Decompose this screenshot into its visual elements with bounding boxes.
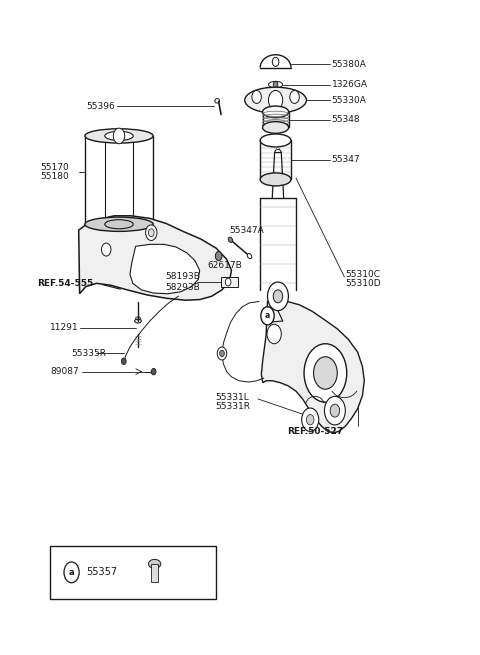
Circle shape [272, 58, 279, 66]
Circle shape [273, 290, 283, 303]
Ellipse shape [247, 253, 252, 259]
Text: 55335R: 55335R [72, 349, 107, 358]
Circle shape [267, 282, 288, 310]
Circle shape [148, 229, 154, 236]
Circle shape [145, 225, 157, 240]
Text: 55380A: 55380A [332, 60, 366, 69]
Text: a: a [69, 568, 74, 577]
Text: 55310D: 55310D [345, 279, 381, 288]
Ellipse shape [228, 237, 233, 242]
Ellipse shape [263, 122, 288, 134]
Circle shape [113, 128, 125, 143]
Circle shape [261, 307, 274, 325]
Text: REF.50-527: REF.50-527 [288, 427, 344, 436]
Text: 89087: 89087 [50, 367, 79, 376]
Text: 62617B: 62617B [208, 261, 242, 271]
Circle shape [225, 278, 231, 286]
Circle shape [121, 358, 126, 365]
Circle shape [216, 252, 222, 261]
Text: 55347A: 55347A [229, 225, 264, 234]
Circle shape [217, 347, 227, 360]
Ellipse shape [268, 81, 283, 88]
Bar [151, 564, 158, 582]
Circle shape [304, 344, 347, 402]
Text: 55347: 55347 [332, 155, 360, 164]
Circle shape [268, 90, 283, 110]
Text: 55331L: 55331L [216, 393, 249, 402]
Ellipse shape [105, 219, 133, 229]
Circle shape [273, 81, 278, 88]
Circle shape [151, 368, 156, 375]
Text: 55180: 55180 [41, 172, 70, 181]
Polygon shape [130, 244, 200, 293]
Circle shape [101, 243, 111, 256]
Circle shape [306, 415, 314, 425]
Text: 55396: 55396 [86, 102, 115, 111]
Ellipse shape [260, 173, 291, 186]
Text: 55330A: 55330A [332, 96, 366, 105]
Text: 1326GA: 1326GA [332, 80, 368, 89]
Text: 58193B: 58193B [165, 272, 200, 282]
Text: 55310C: 55310C [345, 270, 380, 279]
Ellipse shape [85, 217, 153, 231]
Circle shape [301, 408, 319, 432]
Ellipse shape [260, 134, 291, 147]
Circle shape [324, 396, 345, 425]
Circle shape [252, 90, 261, 103]
Bar [221, 277, 238, 288]
Circle shape [313, 357, 337, 389]
Ellipse shape [105, 132, 133, 140]
Circle shape [290, 90, 300, 103]
Text: 11291: 11291 [50, 323, 79, 332]
Text: 55331R: 55331R [216, 402, 251, 411]
Text: REF.54-555: REF.54-555 [37, 279, 93, 288]
Ellipse shape [148, 559, 161, 569]
Text: 55348: 55348 [332, 115, 360, 124]
Circle shape [64, 562, 79, 583]
Text: a: a [265, 311, 270, 320]
Ellipse shape [263, 106, 288, 118]
Bar [50, 546, 216, 599]
Text: 55357: 55357 [86, 567, 117, 577]
Circle shape [219, 350, 224, 357]
Circle shape [267, 324, 281, 344]
Circle shape [330, 404, 340, 417]
Ellipse shape [245, 87, 306, 113]
Text: 58293B: 58293B [165, 283, 200, 291]
Text: 55170: 55170 [41, 162, 70, 172]
Polygon shape [79, 215, 231, 300]
Polygon shape [261, 300, 364, 433]
Ellipse shape [85, 129, 153, 143]
